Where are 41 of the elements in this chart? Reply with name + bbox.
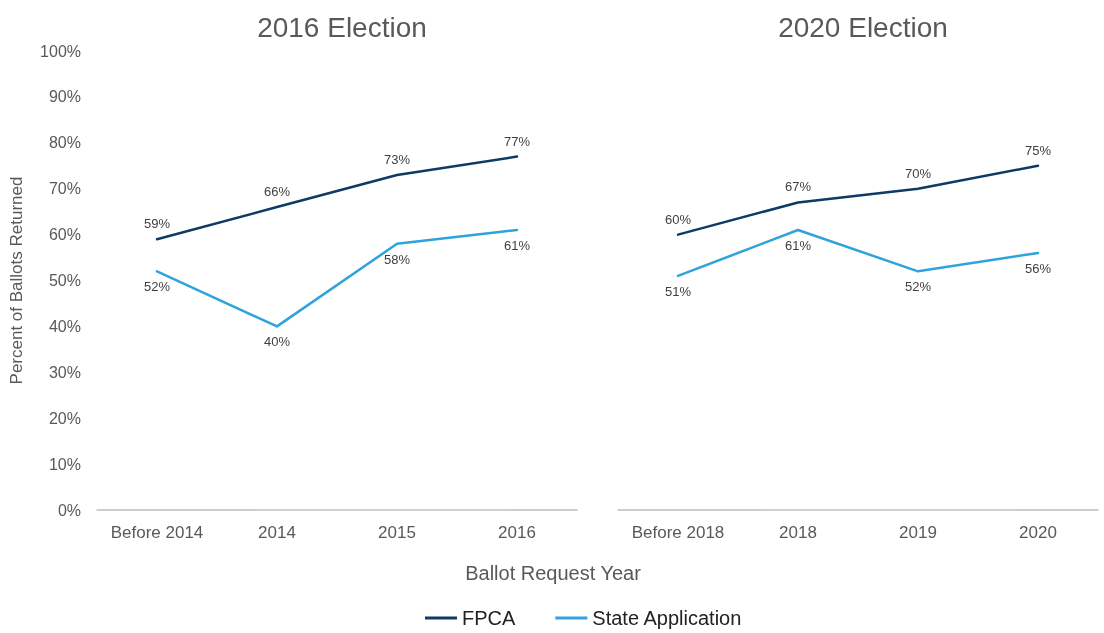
x-tick-label: 2019 (899, 523, 937, 542)
text: 56% (1024, 260, 1052, 276)
text: 77% (503, 133, 531, 149)
x-tick-label: Before 2018 (631, 523, 725, 542)
text: 51% (664, 283, 692, 299)
y-tick-label: 90% (48, 88, 81, 106)
text: 52% (143, 279, 171, 295)
text: 59% (143, 216, 171, 232)
y-tick-label: 50% (48, 272, 81, 289)
x-axis-title: Ballot Request Year (465, 562, 642, 584)
legend-label: State Application (592, 607, 742, 629)
y-tick-label: 20% (48, 409, 81, 427)
text: 67% (784, 179, 812, 195)
y-tick-label: 100% (40, 42, 81, 60)
y-tick-label: 80% (48, 134, 81, 152)
text: 60% (664, 211, 692, 227)
legend-label: FPCA (462, 607, 516, 629)
x-tick-label: 2018 (779, 523, 817, 542)
text: 61% (784, 238, 812, 254)
y-tick-label: 0% (57, 501, 81, 519)
y-tick-label: 70% (48, 180, 81, 198)
text: 73% (383, 151, 411, 167)
chart-title: 2016 Election (257, 11, 427, 43)
text: 66% (263, 184, 291, 200)
text: 58% (383, 251, 411, 267)
y-tick-label: 60% (48, 226, 81, 244)
text: 61% (503, 238, 531, 254)
y-axis-title: Percent of Ballots Returned (7, 176, 26, 385)
x-tick-label: Before 2014 (110, 523, 204, 542)
x-tick-label: 2014 (258, 523, 296, 542)
chart-title: 2020 Election (778, 11, 948, 43)
y-tick-label: 10% (48, 455, 81, 473)
text: 75% (1024, 142, 1052, 158)
x-tick-label: 2020 (1019, 523, 1057, 542)
y-tick-label: 30% (48, 363, 81, 381)
x-tick-label: 2015 (378, 523, 416, 542)
text: 52% (904, 279, 932, 295)
y-tick-label: 40% (48, 317, 81, 335)
x-tick-label: 2016 (498, 523, 536, 542)
text: 40% (263, 334, 291, 350)
text: 70% (904, 165, 932, 181)
